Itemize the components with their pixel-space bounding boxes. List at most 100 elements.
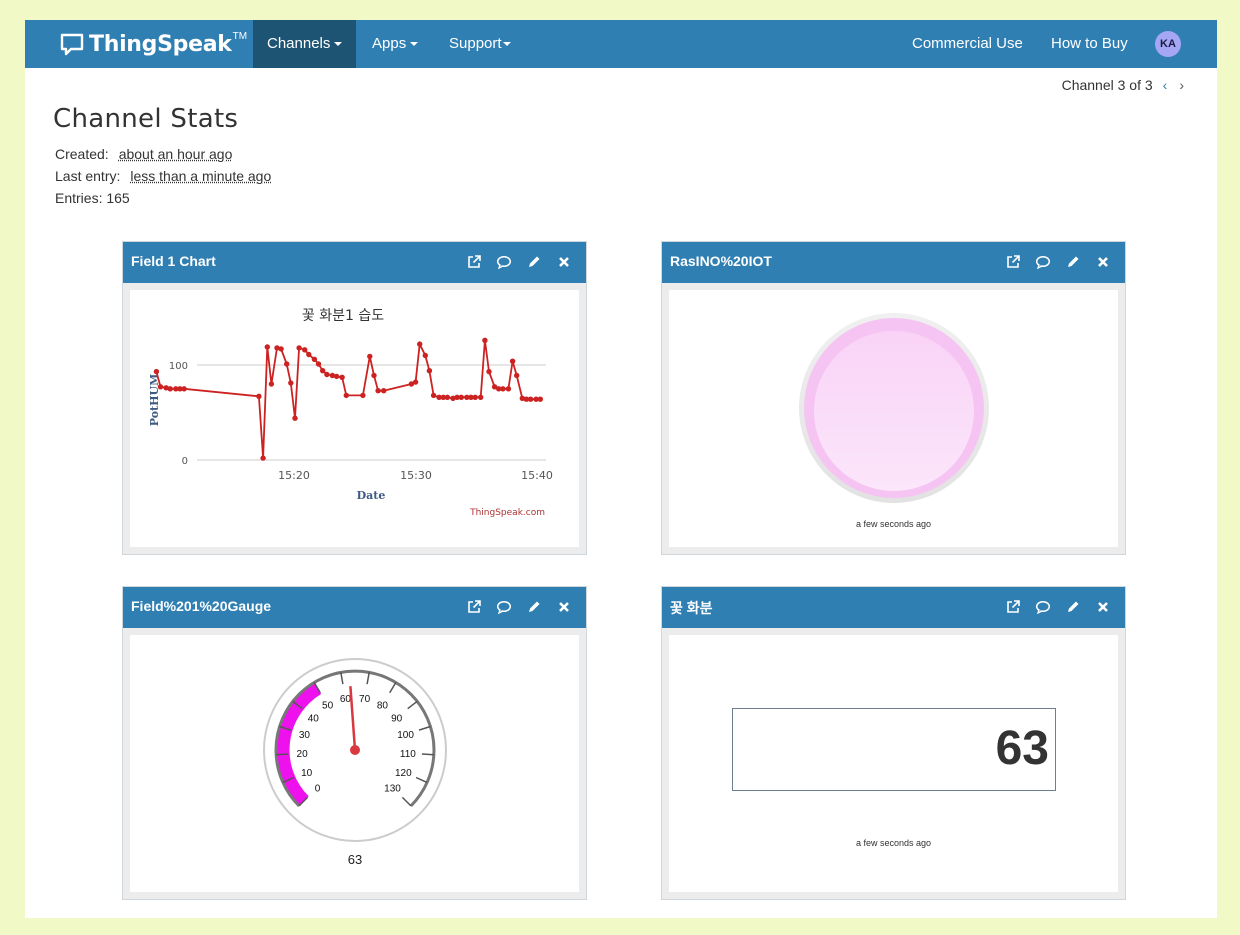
y-axis-label: PotHUM [148,374,161,427]
pencil-icon[interactable] [526,254,542,270]
data-point[interactable] [367,353,373,360]
gauge-tick-label: 110 [400,749,416,760]
data-point[interactable] [482,337,488,343]
close-icon[interactable] [556,254,572,270]
last-entry-value: less than a minute ago [130,168,272,184]
data-point[interactable] [422,352,428,359]
gauge-needle [349,686,357,751]
nav-apps-label: Apps [372,35,407,52]
chevron-left-icon[interactable]: ‹ [1162,77,1168,93]
data-point[interactable] [264,344,270,350]
pencil-icon[interactable] [1065,254,1081,270]
thingspeak-logo[interactable]: ThingSpeak TM [60,29,247,59]
nav-apps[interactable]: Apps [358,20,432,68]
data-point[interactable] [505,386,512,392]
nav-channels[interactable]: Channels [253,20,357,68]
data-point[interactable] [274,345,280,351]
data-point[interactable] [527,396,534,402]
data-point[interactable] [426,368,433,374]
data-point[interactable] [500,386,506,392]
data-point[interactable] [450,395,456,401]
data-point[interactable] [311,356,318,362]
data-point[interactable] [430,392,437,399]
data-point[interactable] [292,415,298,421]
data-point[interactable] [381,388,387,394]
nav-how-to-buy[interactable]: How to Buy [1051,35,1128,52]
gauge-tick [366,672,370,685]
data-point[interactable] [533,396,539,402]
data-point[interactable] [371,372,377,379]
data-point[interactable] [523,396,530,402]
data-point[interactable] [436,394,442,400]
created-label: Created: [55,146,109,162]
chevron-right-icon[interactable]: › [1179,77,1184,93]
data-point[interactable] [375,388,381,394]
data-point[interactable] [173,386,179,392]
data-point[interactable] [537,396,543,402]
data-point[interactable] [284,361,290,367]
data-point[interactable] [268,381,275,387]
data-point[interactable] [464,394,470,400]
data-point[interactable] [412,379,419,385]
data-point[interactable] [306,351,312,358]
data-point[interactable] [163,385,169,391]
data-point[interactable] [177,386,183,392]
data-point[interactable] [333,373,340,380]
close-icon[interactable] [1095,599,1111,615]
comment-icon[interactable] [496,599,512,615]
data-point[interactable] [408,381,415,387]
pencil-icon[interactable] [526,599,542,615]
widget-header: 꽃 화분 [662,587,1125,628]
data-point[interactable] [440,394,446,400]
data-point[interactable] [417,341,423,347]
data-point[interactable] [329,372,336,379]
data-point[interactable] [278,346,284,352]
gauge-tick-label: 50 [322,701,334,712]
data-point[interactable] [181,386,187,392]
external-link-icon[interactable] [466,599,482,615]
nav-support[interactable]: Support [435,20,525,68]
data-point[interactable] [454,394,460,400]
external-link-icon[interactable] [1005,254,1021,270]
data-point[interactable] [260,455,266,461]
gauge-tick [313,682,321,694]
data-point[interactable] [296,345,302,351]
data-point[interactable] [491,384,498,390]
data-point[interactable] [288,380,294,386]
data-point[interactable] [458,394,464,400]
close-icon[interactable] [1095,254,1111,270]
data-point[interactable] [486,368,492,375]
nav-commercial-use[interactable]: Commercial Use [912,35,1023,52]
data-point[interactable] [339,374,345,380]
data-point[interactable] [343,392,349,399]
comment-icon[interactable] [496,254,512,270]
data-point[interactable] [496,386,502,392]
external-link-icon[interactable] [1005,599,1021,615]
data-point[interactable] [444,394,451,400]
data-point[interactable] [302,347,308,353]
pencil-icon[interactable] [1065,599,1081,615]
channel-pager: Channel 3 of 3 ‹ › [1062,77,1184,93]
comment-icon[interactable] [1035,599,1051,615]
data-point[interactable] [472,394,478,400]
data-point[interactable] [157,384,164,390]
user-avatar[interactable]: KA [1155,31,1181,57]
data-point[interactable] [519,395,525,401]
data-point[interactable] [315,361,322,367]
gauge-tick [418,725,431,731]
data-point[interactable] [478,394,484,400]
comment-icon[interactable] [1035,254,1051,270]
data-point[interactable] [167,386,173,392]
data-point[interactable] [468,394,474,400]
page-title: Channel Stats [53,104,239,134]
close-icon[interactable] [556,599,572,615]
data-point[interactable] [324,371,330,378]
data-point[interactable] [514,372,520,379]
data-point[interactable] [360,392,366,399]
data-point[interactable] [153,368,160,375]
gauge-tick [298,796,309,807]
external-link-icon[interactable] [466,254,482,270]
data-point[interactable] [256,393,262,399]
data-point[interactable] [509,358,516,364]
data-point[interactable] [320,368,326,374]
